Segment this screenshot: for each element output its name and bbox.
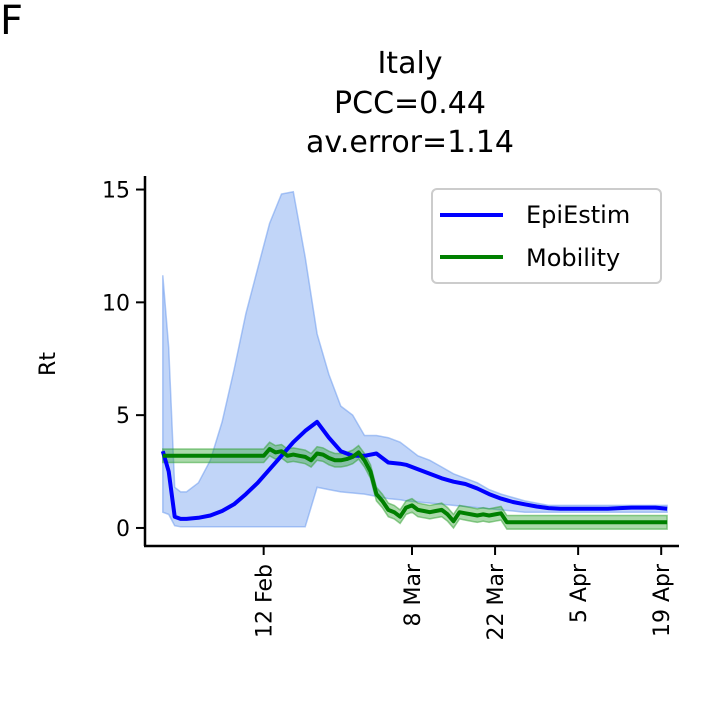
y-axis-label: Rt xyxy=(36,352,61,376)
x-tick-label: 12 Feb xyxy=(253,564,278,638)
epiestim-line xyxy=(160,419,668,521)
title-line-1: Italy xyxy=(377,46,442,81)
legend-label-epiestim: EpiEstim xyxy=(526,201,630,229)
epiestim-confidence-band xyxy=(162,190,668,528)
panel-letter: F xyxy=(0,0,23,44)
legend: EpiEstim Mobility xyxy=(431,188,662,284)
plot-area xyxy=(160,190,668,530)
x-tick-label: 19 Apr xyxy=(650,563,675,637)
x-tick-label: 5 Apr xyxy=(567,563,592,623)
x-ticks: 12 Feb 8 Mar 22 Mar 5 Apr 19 Apr xyxy=(253,546,675,641)
x-tick-label: 8 Mar xyxy=(401,563,426,626)
y-ticks: 0 5 10 15 xyxy=(102,179,145,542)
y-tick-label: 15 xyxy=(102,179,130,204)
title-line-3: av.error=1.14 xyxy=(306,125,514,160)
legend-frame xyxy=(431,188,662,284)
title-line-2: PCC=0.44 xyxy=(334,86,486,121)
chart-title: Italy PCC=0.44 av.error=1.14 xyxy=(306,46,514,160)
x-tick-label: 22 Mar xyxy=(484,563,509,640)
y-tick-label: 10 xyxy=(102,291,130,316)
y-tick-label: 0 xyxy=(116,517,130,542)
legend-label-mobility: Mobility xyxy=(526,244,620,272)
mobility-line xyxy=(162,447,668,525)
y-tick-label: 5 xyxy=(116,404,130,429)
